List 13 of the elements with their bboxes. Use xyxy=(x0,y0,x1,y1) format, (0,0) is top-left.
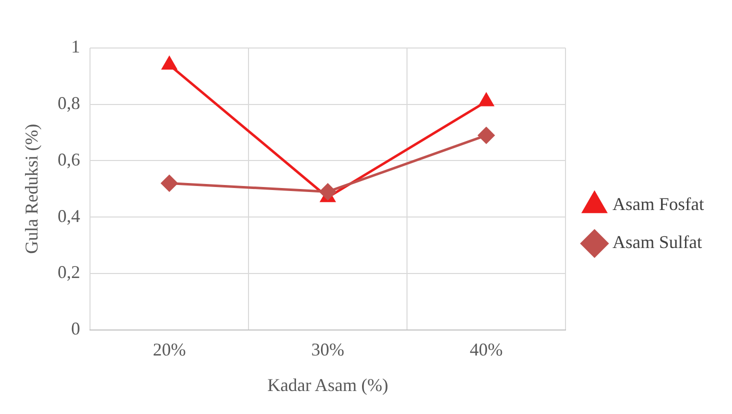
y-tick-label: 1 xyxy=(71,36,80,57)
y-tick-label: 0,6 xyxy=(58,149,80,170)
y-tick-label: 0,2 xyxy=(58,262,80,282)
x-tick-label: 30% xyxy=(311,339,344,360)
y-axis-title: Gula Reduksi (%) xyxy=(22,124,42,254)
y-tick-label: 0,8 xyxy=(58,93,80,114)
y-tick-label: 0 xyxy=(71,318,80,339)
x-tick-label: 40% xyxy=(470,339,503,360)
legend-label: Asam Sulfat xyxy=(612,232,702,252)
y-tick-label: 0,4 xyxy=(58,206,80,226)
x-tick-label: 20% xyxy=(152,339,186,360)
x-axis-title: Kadar Asam (%) xyxy=(267,374,388,395)
legend-label: Asam Fosfat xyxy=(612,194,704,214)
